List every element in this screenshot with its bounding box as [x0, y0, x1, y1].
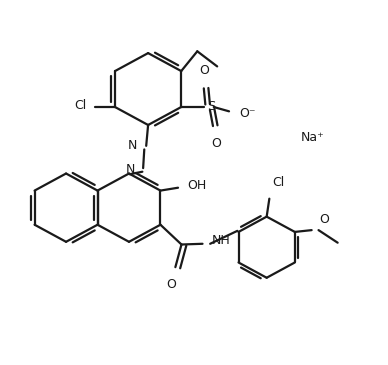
- Text: N: N: [128, 139, 137, 152]
- Text: O: O: [166, 278, 176, 291]
- Text: Cl: Cl: [272, 176, 285, 189]
- Text: O: O: [320, 213, 329, 226]
- Text: NH: NH: [211, 234, 230, 247]
- Text: O: O: [199, 64, 209, 77]
- Text: S: S: [207, 100, 215, 113]
- Text: N: N: [126, 164, 135, 176]
- Text: O⁻: O⁻: [239, 107, 256, 120]
- Text: O: O: [211, 137, 221, 150]
- Text: Na⁺: Na⁺: [301, 131, 325, 144]
- Text: Cl: Cl: [74, 99, 86, 112]
- Text: OH: OH: [188, 180, 207, 192]
